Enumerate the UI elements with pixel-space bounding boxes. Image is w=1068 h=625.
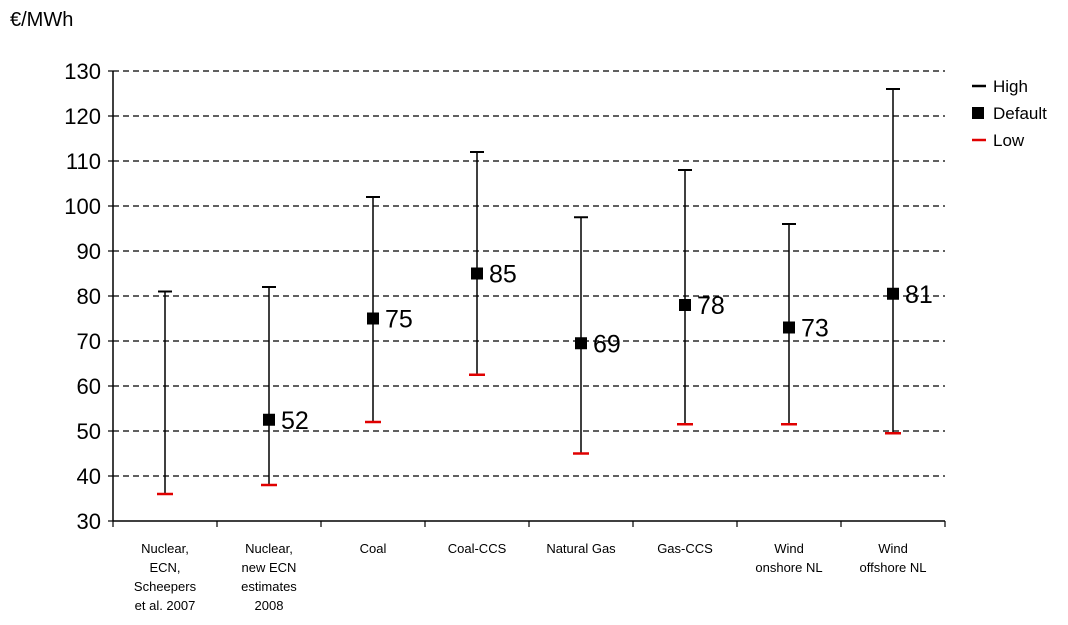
- x-category-label: Coal: [360, 541, 387, 556]
- x-category-label-line: onshore NL: [755, 560, 822, 575]
- x-category-label-line: Coal-CCS: [448, 541, 507, 556]
- x-category-label: Gas-CCS: [657, 541, 713, 556]
- default-marker: [263, 413, 275, 426]
- error-bar-3: 85: [469, 151, 517, 376]
- x-category-label-line: 2008: [255, 598, 284, 613]
- error-bar-1: 52: [261, 286, 309, 487]
- x-category-label-line: Nuclear,: [245, 541, 293, 556]
- default-value-label: 85: [489, 261, 517, 289]
- error-bar-4: 69: [573, 216, 621, 455]
- y-tick-label: 100: [64, 194, 101, 219]
- error-bar-7: 81: [885, 88, 933, 435]
- error-bar-2: 75: [365, 196, 413, 424]
- x-category-label: Wind offshore NL: [860, 541, 927, 575]
- legend: High Default Low: [972, 77, 1047, 150]
- default-marker: [575, 337, 587, 350]
- x-category-label-line: new ECN: [242, 560, 297, 575]
- x-category-label: Wind onshore NL: [755, 541, 822, 575]
- x-category-label-line: Wind: [774, 541, 804, 556]
- default-value-label: 75: [385, 306, 413, 334]
- default-marker: [887, 287, 899, 300]
- y-tick-label: 50: [77, 419, 101, 444]
- error-bar-6: 73: [781, 223, 829, 426]
- default-value-label: 73: [801, 315, 829, 343]
- error-bars: 52 75 85 69 78 73 81: [157, 88, 933, 496]
- x-category-label: Coal-CCS: [448, 541, 507, 556]
- default-marker: [367, 312, 379, 325]
- legend-default-marker: [972, 107, 984, 119]
- x-category-label-line: Nuclear,: [141, 541, 189, 556]
- default-marker: [783, 321, 795, 334]
- default-marker: [679, 299, 691, 311]
- default-value-label: 78: [697, 292, 725, 320]
- y-tick-label: 120: [64, 104, 101, 129]
- x-category-label-line: Natural Gas: [546, 541, 616, 556]
- y-tick-label: 60: [77, 374, 101, 399]
- y-tick-label: 70: [77, 329, 101, 354]
- x-category-label: Natural Gas: [546, 541, 616, 556]
- x-category-label-line: estimates: [241, 579, 297, 594]
- x-category-label-line: Gas-CCS: [657, 541, 713, 556]
- y-tick-label: 130: [64, 59, 101, 84]
- legend-label: Default: [993, 104, 1047, 123]
- legend-label: High: [993, 77, 1028, 96]
- x-category-label-line: Coal: [360, 541, 387, 556]
- default-value-label: 69: [593, 330, 621, 358]
- x-tick-labels: Nuclear, ECN, Scheepers et al. 2007Nuclear,…: [134, 541, 927, 613]
- x-category-label-line: Wind: [878, 541, 908, 556]
- x-category-label-line: et al. 2007: [135, 598, 196, 613]
- y-tick-label: 110: [66, 149, 101, 174]
- y-axis-unit-label: €/MWh: [10, 9, 73, 31]
- y-tick-labels: 30 40 50 60 70 80 90 100 110 120 130: [64, 59, 101, 534]
- x-category-label: Nuclear, ECN, Scheepers et al. 2007: [134, 541, 197, 613]
- legend-label: Low: [993, 131, 1025, 150]
- axes: [108, 70, 946, 527]
- y-tick-label: 40: [77, 464, 101, 489]
- error-bar-5: 78: [677, 169, 725, 426]
- x-category-label-line: Scheepers: [134, 579, 197, 594]
- y-tick-label: 90: [77, 239, 101, 264]
- x-category-label: Nuclear, new ECN estimates 2008: [241, 541, 297, 613]
- default-marker: [471, 267, 483, 280]
- y-tick-label: 30: [77, 509, 101, 534]
- default-value-label: 81: [905, 281, 933, 309]
- x-category-label-line: ECN,: [149, 560, 180, 575]
- y-tick-label: 80: [77, 284, 101, 309]
- default-value-label: 52: [281, 407, 309, 435]
- x-category-label-line: offshore NL: [860, 560, 927, 575]
- error-bar-0: [157, 290, 173, 496]
- grid-lines: [113, 70, 945, 477]
